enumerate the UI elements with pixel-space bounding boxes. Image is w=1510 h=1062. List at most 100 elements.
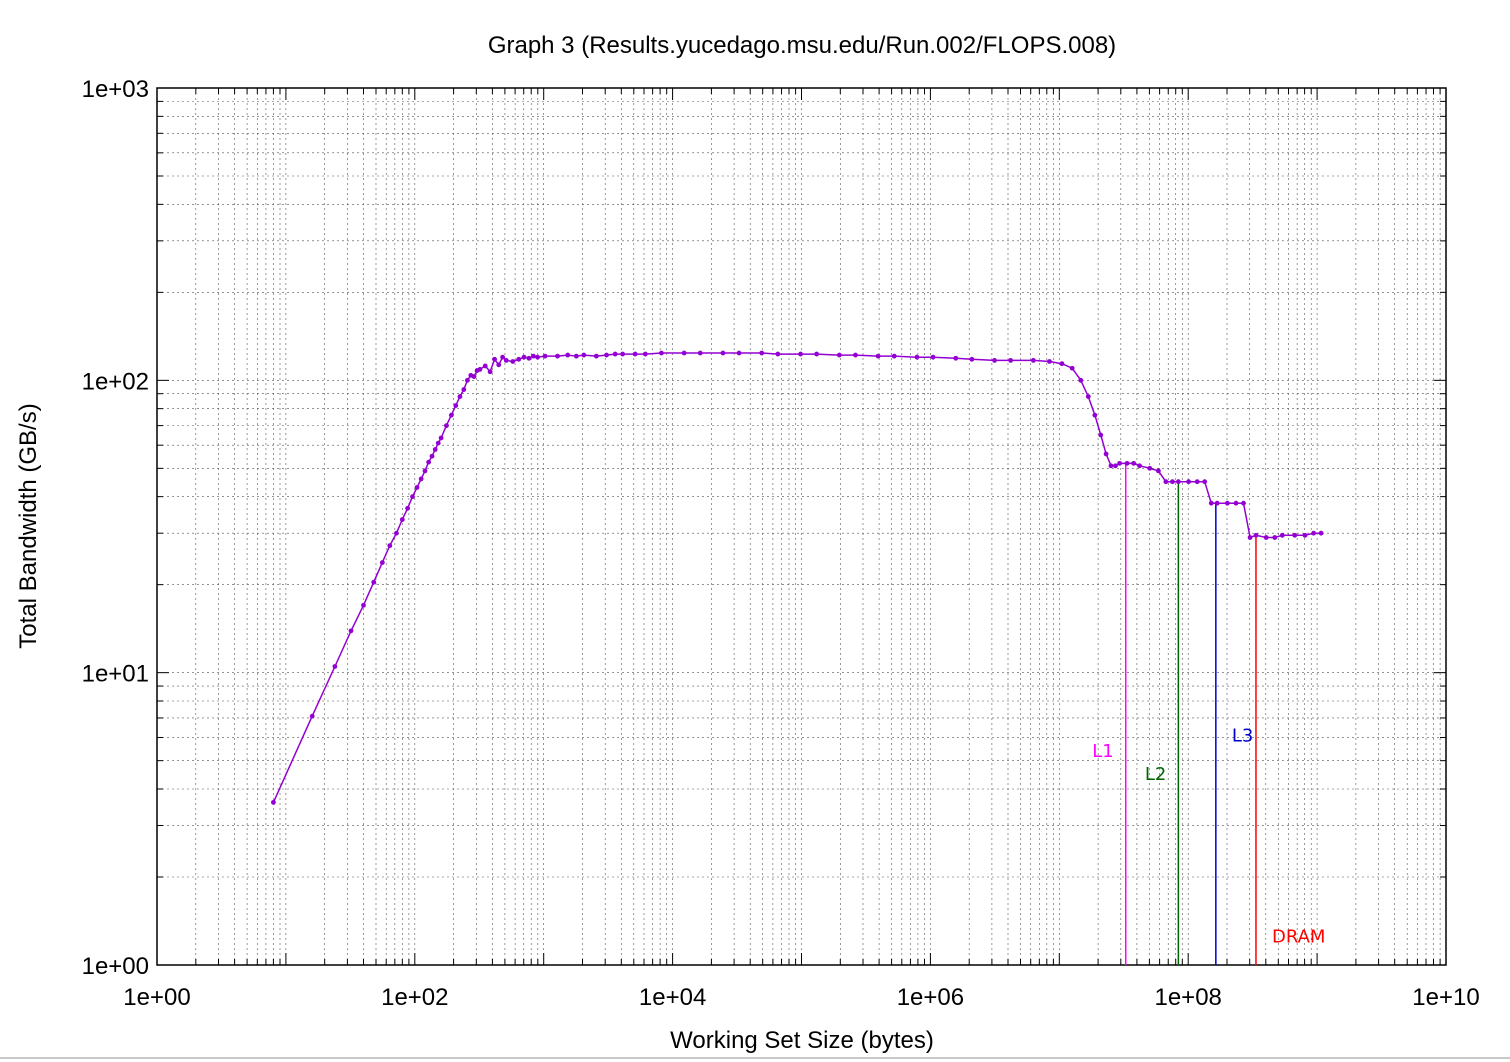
data-point <box>612 351 618 357</box>
data-point <box>1233 500 1239 506</box>
data-point <box>642 351 648 357</box>
bandwidth-series <box>271 350 1324 805</box>
data-point <box>697 350 703 356</box>
data-point <box>535 354 540 360</box>
data-point <box>681 350 687 356</box>
marker-label-l2: L2 <box>1145 764 1166 785</box>
x-tick-label: 1e+04 <box>639 984 706 1011</box>
x-tick-label: 1e+06 <box>897 984 964 1011</box>
data-point <box>379 560 385 565</box>
chart-title: Graph 3 (Results.yucedago.msu.edu/Run.00… <box>488 32 1116 59</box>
data-point <box>930 354 936 360</box>
data-point <box>1137 463 1142 469</box>
data-point <box>1059 361 1065 367</box>
data-point <box>1214 500 1220 506</box>
data-point <box>332 664 338 669</box>
data-point <box>1194 479 1200 485</box>
data-point <box>348 628 354 634</box>
data-point <box>593 353 599 359</box>
data-point <box>435 440 441 446</box>
data-point <box>429 453 435 459</box>
data-point <box>736 350 742 356</box>
marker-label-l1: L1 <box>1092 741 1113 762</box>
data-point <box>405 505 411 511</box>
data-point <box>309 713 315 719</box>
data-point <box>521 354 527 360</box>
data-point <box>461 387 467 392</box>
y-tick-label: 1e+03 <box>82 76 149 103</box>
data-point <box>500 354 506 360</box>
data-point <box>471 374 477 379</box>
data-point <box>1085 394 1091 399</box>
x-tick-label: 1e+10 <box>1412 984 1479 1011</box>
data-point <box>1092 412 1098 418</box>
data-point <box>620 351 626 357</box>
y-axis-label: Total Bandwidth (GB/s) <box>15 403 42 648</box>
data-point <box>1302 532 1308 538</box>
data-point <box>1078 377 1084 383</box>
y-tick-labels: 1e+00 1e+01 1e+02 1e+03 <box>82 76 149 980</box>
grid <box>157 88 1446 966</box>
data-point <box>1155 468 1161 474</box>
data-point <box>1117 460 1122 466</box>
data-point <box>1175 479 1181 485</box>
data-point <box>410 494 415 500</box>
data-point <box>371 579 377 585</box>
x-tick-labels: 1e+00 1e+02 1e+04 1e+06 1e+08 1e+10 <box>123 984 1479 1011</box>
data-point <box>453 403 459 408</box>
data-point <box>814 351 820 357</box>
data-point <box>387 543 393 549</box>
data-point <box>1170 479 1175 485</box>
y-tick-label: 1e+01 <box>82 661 149 688</box>
data-point <box>457 394 463 399</box>
data-point <box>422 468 428 474</box>
y-tick-label: 1e+00 <box>82 953 149 980</box>
data-point <box>798 351 803 357</box>
data-point <box>1224 500 1230 506</box>
data-point <box>969 356 975 362</box>
x-tick-label: 1e+02 <box>381 984 448 1011</box>
data-point <box>487 369 493 375</box>
data-point <box>414 485 420 490</box>
data-point <box>914 354 920 360</box>
data-point <box>444 423 449 429</box>
data-point <box>271 799 276 805</box>
data-point <box>891 353 897 359</box>
data-point <box>853 352 858 358</box>
x-tick-label: 1e+08 <box>1154 984 1221 1011</box>
axis-ticks <box>156 88 1446 966</box>
data-point <box>438 435 444 441</box>
data-point <box>604 352 609 358</box>
data-point <box>516 356 522 362</box>
window-bottom-edge <box>0 1057 1510 1059</box>
data-point <box>1030 358 1036 363</box>
data-point <box>432 447 438 452</box>
data-point <box>1253 532 1259 538</box>
data-point <box>399 517 405 522</box>
data-point <box>1208 500 1214 506</box>
data-point <box>465 377 470 383</box>
data-point <box>992 358 997 363</box>
data-point <box>1103 451 1109 457</box>
data-point <box>1008 358 1014 363</box>
data-point <box>1147 465 1153 471</box>
data-point <box>1241 500 1246 506</box>
data-point <box>1163 479 1169 485</box>
data-point <box>1113 463 1118 469</box>
data-point <box>1047 359 1052 364</box>
y-tick-label: 1e+02 <box>82 368 149 395</box>
data-point <box>573 353 579 359</box>
data-point <box>1098 432 1104 438</box>
data-point <box>482 363 488 369</box>
data-point <box>836 352 842 358</box>
data-point <box>1247 535 1253 540</box>
data-point <box>1318 530 1324 536</box>
data-point <box>1202 479 1208 485</box>
marker-label-dram: DRAM <box>1272 927 1325 948</box>
x-tick-label: 1e+00 <box>123 984 190 1011</box>
data-point <box>496 362 502 368</box>
data-point <box>632 351 638 357</box>
data-point <box>1272 535 1278 540</box>
